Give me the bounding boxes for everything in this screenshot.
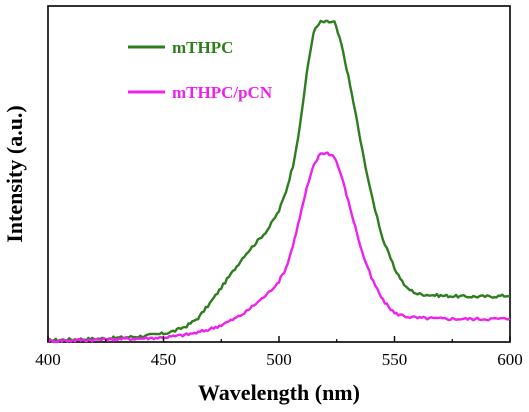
x-axis-title: Wavelength (nm): [198, 380, 360, 405]
legend: mTHPC mTHPC/pCN: [128, 38, 273, 102]
legend-label-mthpc-pcn: mTHPC/pCN: [172, 83, 273, 102]
legend-label-mthpc: mTHPC: [172, 38, 233, 57]
x-tick-label-500: 500: [266, 350, 292, 369]
plot-frame: [47, 5, 511, 343]
x-tick-label-600: 600: [497, 350, 523, 369]
x-tick-label-400: 400: [35, 350, 61, 369]
series-line-mthpc: [47, 19, 511, 343]
x-tick-label-450: 450: [151, 350, 177, 369]
series-layer: [47, 19, 511, 344]
series-line-mthpc-pcn: [47, 151, 511, 344]
y-axis-title: Intensity (a.u.): [2, 105, 27, 243]
x-tick-label-550: 550: [382, 350, 408, 369]
x-axis-ticks: 400 450 500 550 600: [35, 336, 523, 369]
